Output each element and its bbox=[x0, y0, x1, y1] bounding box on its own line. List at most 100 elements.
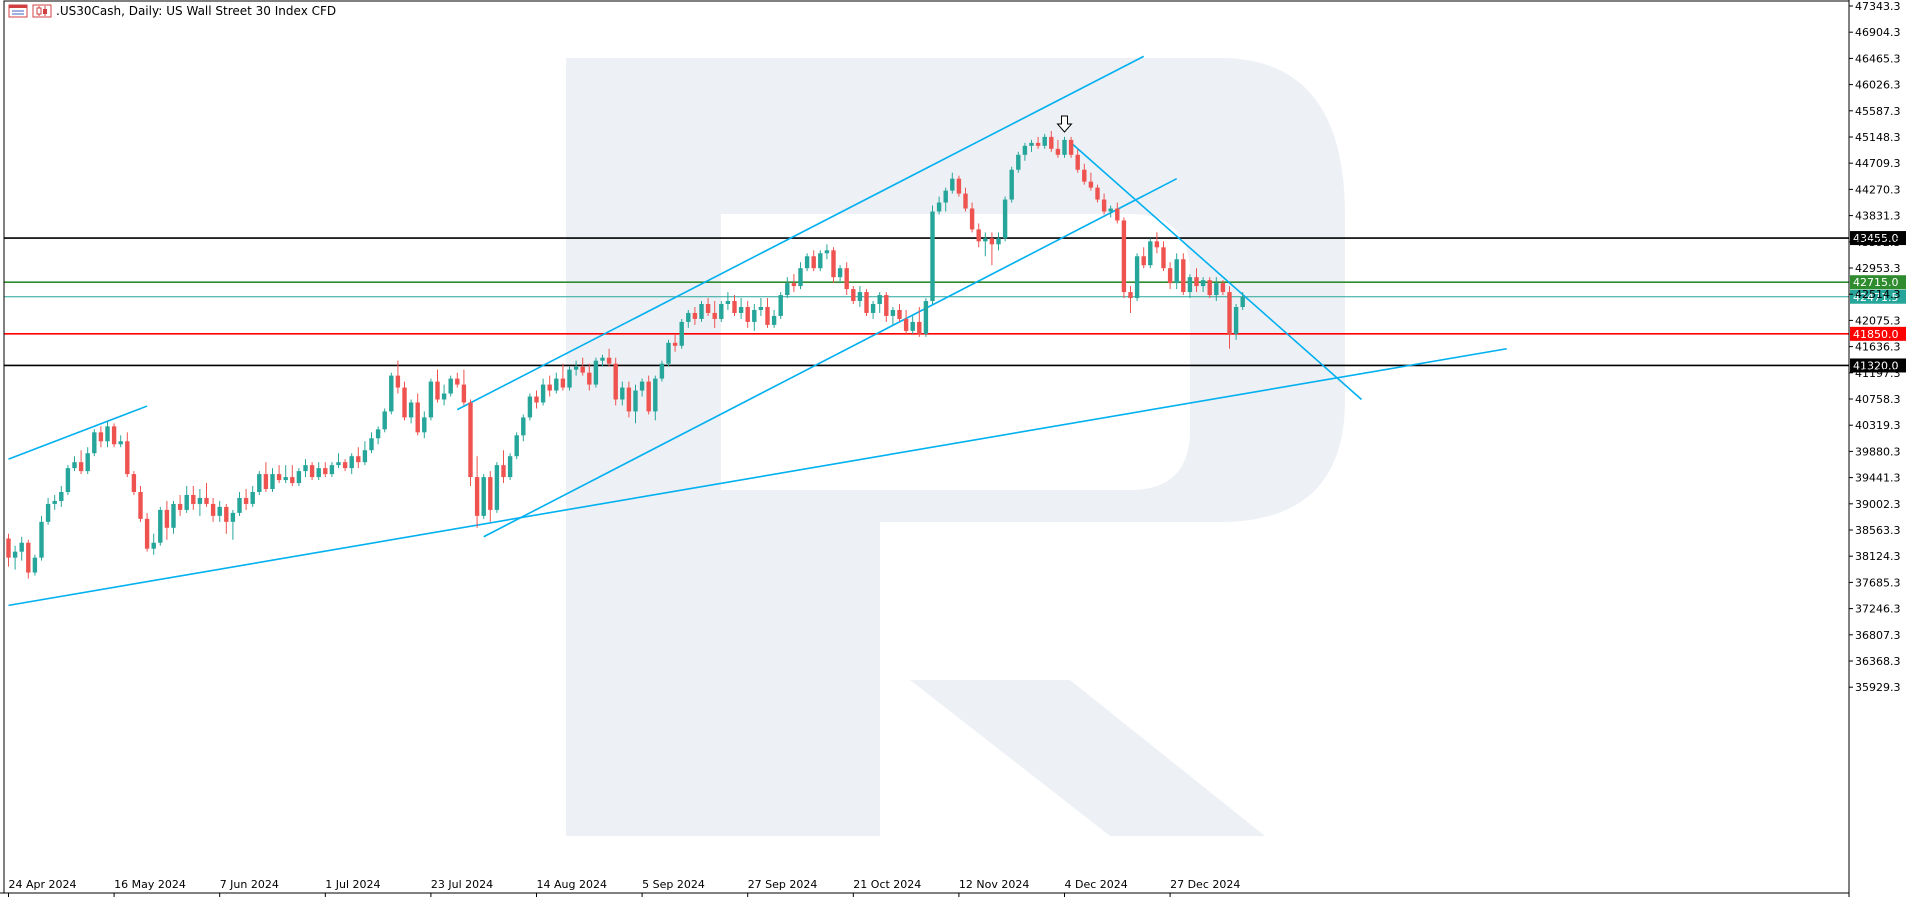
candle[interactable] bbox=[92, 429, 97, 457]
candle[interactable] bbox=[936, 196, 942, 215]
candle[interactable] bbox=[613, 357, 618, 406]
candle[interactable] bbox=[1141, 247, 1146, 269]
candle[interactable] bbox=[1055, 139, 1061, 158]
candle[interactable] bbox=[65, 465, 71, 495]
candle[interactable] bbox=[1187, 274, 1193, 299]
candle[interactable] bbox=[732, 295, 737, 316]
candle[interactable] bbox=[606, 348, 612, 367]
candle[interactable] bbox=[197, 489, 203, 516]
candle[interactable] bbox=[389, 372, 394, 415]
candle[interactable] bbox=[224, 503, 229, 534]
candle[interactable] bbox=[554, 372, 559, 394]
candle[interactable] bbox=[699, 301, 704, 322]
candle[interactable] bbox=[1029, 139, 1034, 152]
candle[interactable] bbox=[765, 298, 770, 328]
candle[interactable] bbox=[250, 486, 255, 507]
candle[interactable] bbox=[422, 411, 427, 439]
candle[interactable] bbox=[837, 265, 843, 284]
candle[interactable] bbox=[527, 393, 533, 421]
candle[interactable] bbox=[705, 298, 711, 316]
candle[interactable] bbox=[1128, 286, 1133, 313]
candle[interactable] bbox=[59, 486, 64, 507]
candle[interactable] bbox=[521, 414, 526, 442]
candle[interactable] bbox=[1042, 133, 1047, 149]
candle[interactable] bbox=[461, 369, 467, 406]
candle[interactable] bbox=[144, 512, 150, 552]
candle[interactable] bbox=[1214, 277, 1219, 302]
candle[interactable] bbox=[316, 462, 321, 481]
candle[interactable] bbox=[1075, 148, 1080, 173]
candle[interactable] bbox=[785, 277, 790, 299]
candle[interactable] bbox=[897, 304, 902, 322]
candle[interactable] bbox=[507, 453, 513, 481]
candle[interactable] bbox=[118, 435, 123, 448]
candle[interactable] bbox=[653, 375, 658, 421]
candle[interactable] bbox=[455, 372, 460, 388]
candle[interactable] bbox=[870, 301, 876, 319]
candle[interactable] bbox=[540, 378, 546, 406]
candle[interactable] bbox=[45, 497, 51, 525]
candle[interactable] bbox=[917, 306, 922, 337]
candle[interactable] bbox=[243, 489, 249, 510]
candle[interactable] bbox=[818, 250, 823, 272]
candle[interactable] bbox=[884, 292, 889, 322]
candle[interactable] bbox=[428, 378, 434, 421]
candle[interactable] bbox=[98, 426, 104, 448]
candle[interactable] bbox=[375, 426, 381, 445]
candle[interactable] bbox=[1035, 136, 1041, 149]
candle[interactable] bbox=[745, 301, 750, 328]
candle[interactable] bbox=[1095, 184, 1100, 203]
candle[interactable] bbox=[382, 408, 387, 433]
candle[interactable] bbox=[1181, 253, 1186, 296]
candle[interactable] bbox=[930, 205, 935, 305]
candle[interactable] bbox=[963, 187, 968, 212]
candle[interactable] bbox=[1240, 292, 1245, 310]
candle[interactable] bbox=[626, 381, 632, 418]
candle[interactable] bbox=[864, 289, 869, 316]
candle[interactable] bbox=[1101, 193, 1107, 215]
candle[interactable] bbox=[910, 315, 915, 334]
candle[interactable] bbox=[257, 471, 262, 495]
candle[interactable] bbox=[204, 483, 209, 507]
candle[interactable] bbox=[1134, 253, 1140, 302]
candle[interactable] bbox=[943, 187, 948, 212]
candle[interactable] bbox=[1002, 196, 1008, 242]
candle[interactable] bbox=[844, 262, 849, 296]
candle[interactable] bbox=[534, 390, 539, 409]
candle[interactable] bbox=[303, 459, 308, 478]
candle[interactable] bbox=[230, 509, 236, 540]
candle[interactable] bbox=[804, 253, 810, 272]
candle[interactable] bbox=[1148, 238, 1153, 269]
candle[interactable] bbox=[164, 500, 170, 540]
candle[interactable] bbox=[514, 432, 519, 460]
candle[interactable] bbox=[1121, 217, 1127, 299]
candle[interactable] bbox=[1167, 262, 1173, 290]
candle[interactable] bbox=[408, 399, 414, 424]
candle[interactable] bbox=[448, 375, 453, 397]
candle[interactable] bbox=[547, 375, 552, 397]
candle[interactable] bbox=[494, 462, 500, 513]
candle[interactable] bbox=[1200, 277, 1206, 293]
candle[interactable] bbox=[771, 309, 777, 328]
candle[interactable] bbox=[1062, 136, 1067, 158]
candle[interactable] bbox=[481, 474, 486, 519]
candle[interactable] bbox=[323, 462, 328, 478]
candle[interactable] bbox=[210, 497, 216, 522]
candle[interactable] bbox=[712, 301, 717, 328]
candle[interactable] bbox=[276, 465, 282, 484]
candle[interactable] bbox=[573, 360, 579, 376]
trendline[interactable] bbox=[8, 347, 1507, 607]
candle[interactable] bbox=[171, 500, 176, 534]
candle[interactable] bbox=[1174, 253, 1179, 290]
candle[interactable] bbox=[659, 360, 665, 382]
candle[interactable] bbox=[1227, 286, 1232, 349]
candle[interactable] bbox=[646, 375, 651, 415]
candle[interactable] bbox=[778, 292, 783, 319]
candle[interactable] bbox=[329, 462, 335, 478]
candle[interactable] bbox=[1022, 142, 1028, 161]
candle[interactable] bbox=[415, 393, 420, 436]
candle[interactable] bbox=[191, 486, 196, 510]
candle[interactable] bbox=[738, 298, 744, 319]
candle[interactable] bbox=[1220, 280, 1226, 296]
candle[interactable] bbox=[1233, 304, 1239, 340]
